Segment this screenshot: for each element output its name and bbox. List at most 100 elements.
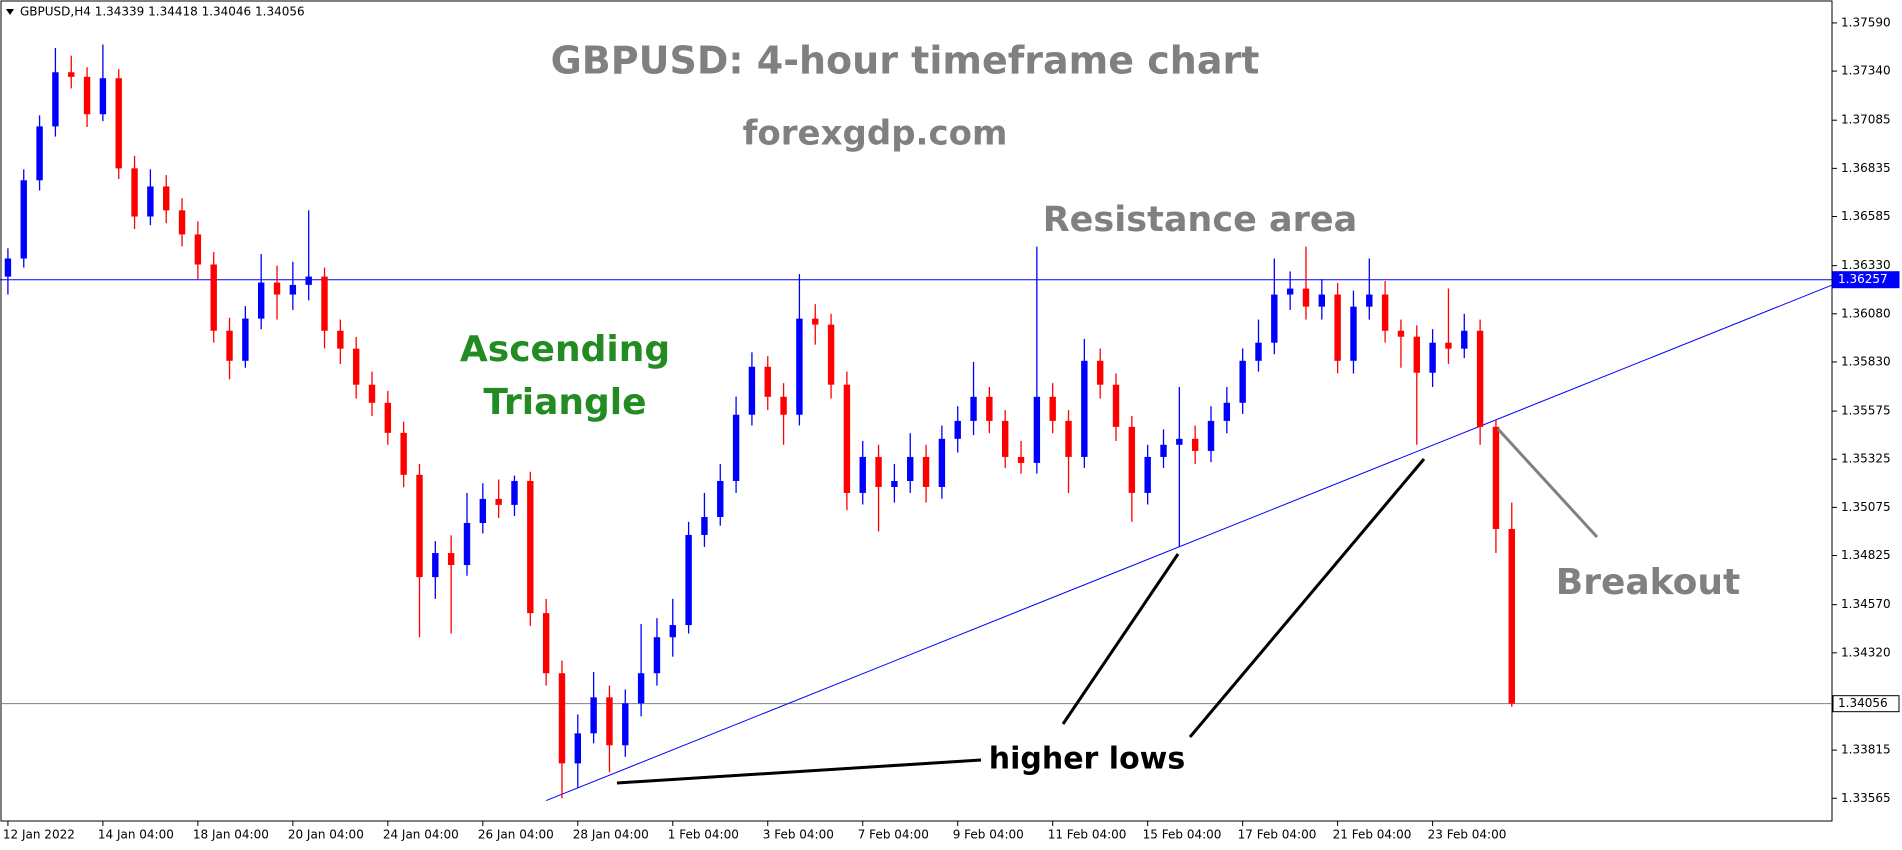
candle-body: [843, 384, 851, 493]
candle-body: [1065, 420, 1072, 457]
candle-body: [1239, 360, 1246, 403]
x-tick-label: 9 Feb 04:00: [953, 828, 1024, 842]
y-tick-label: 1.34825: [1841, 548, 1891, 562]
candle-body: [1492, 426, 1500, 529]
x-tick-label: 3 Feb 04:00: [763, 828, 834, 842]
y-tick-label: 1.36585: [1841, 209, 1891, 223]
candle-body: [1476, 330, 1484, 427]
candle-body: [1033, 396, 1041, 463]
x-tick-label: 21 Feb 04:00: [1333, 828, 1412, 842]
candle-body: [226, 330, 233, 361]
candle-body: [1128, 426, 1136, 493]
y-tick-label: 1.34570: [1841, 597, 1891, 611]
candle-body: [495, 498, 502, 505]
resistance-label: Resistance area: [1043, 200, 1358, 240]
candle-body: [242, 318, 249, 361]
candle-body: [115, 78, 122, 169]
x-tick-label: 1 Feb 04:00: [668, 828, 739, 842]
breakout-label: Breakout: [1556, 562, 1740, 603]
candle-body: [986, 396, 993, 421]
x-tick-label: 24 Jan 04:00: [383, 828, 459, 842]
price-label-box: [1832, 271, 1900, 289]
candle-body: [653, 637, 661, 674]
candle-body: [938, 438, 946, 487]
y-tick-label: 1.35325: [1841, 452, 1891, 466]
plot-layer: [0, 44, 1848, 802]
candle-body: [1445, 342, 1452, 349]
candle-body: [907, 456, 914, 482]
candle-body: [1461, 330, 1468, 349]
candle-body: [1049, 396, 1056, 421]
candle-body: [1286, 288, 1294, 295]
pointer-line: [1188, 458, 1426, 738]
candle-body: [1366, 294, 1373, 307]
candle-body: [1160, 444, 1167, 457]
candle-body: [1112, 384, 1120, 427]
x-tick-label: 28 Jan 04:00: [573, 828, 649, 842]
y-tick-label: 1.36835: [1841, 161, 1891, 175]
candle-body: [1017, 456, 1025, 463]
x-tick-label: 12 Jan 2022: [3, 828, 75, 842]
x-tick-label: 17 Feb 04:00: [1238, 828, 1317, 842]
trendline: [545, 278, 1848, 802]
candle-body: [954, 420, 961, 439]
candle-body: [827, 324, 835, 385]
candle-body: [701, 517, 708, 535]
x-tick-label: 11 Feb 04:00: [1048, 828, 1127, 842]
candle-body: [432, 553, 439, 578]
breakout-arrow: [1496, 427, 1599, 539]
candle-body: [732, 414, 740, 482]
y-tick-label: 1.36330: [1841, 258, 1891, 272]
price-label: 1.34056: [1838, 696, 1888, 710]
y-tick-label: 1.37085: [1841, 113, 1891, 127]
y-tick-label: 1.33815: [1841, 743, 1891, 757]
candle-body: [590, 697, 597, 734]
higher-lows-label: higher lows: [989, 742, 1186, 777]
candle-body: [20, 180, 27, 259]
y-tick-label: 1.33565: [1841, 791, 1891, 805]
candle-body: [558, 673, 566, 764]
chart-subtitle: forexgdp.com: [743, 114, 1008, 154]
symbol-info: GBPUSD,H4 1.34339 1.34418 1.34046 1.3405…: [20, 5, 305, 19]
candle-body: [780, 396, 787, 415]
candle-body: [764, 366, 771, 397]
candle-body: [1271, 294, 1278, 343]
y-tick-label: 1.34320: [1841, 645, 1891, 659]
candle-body: [669, 625, 676, 638]
candle-body: [289, 284, 297, 295]
candle-body: [368, 384, 376, 403]
candle-body: [463, 522, 471, 565]
candle-body: [305, 276, 312, 285]
candle-body: [527, 481, 534, 614]
candle-body: [859, 456, 866, 493]
y-tick-label: 1.35830: [1841, 354, 1891, 368]
y-tick-label: 1.35575: [1841, 404, 1891, 418]
candle-body: [1397, 330, 1405, 337]
candle-body: [622, 703, 629, 746]
candle-body: [717, 481, 724, 518]
candle-body: [163, 186, 170, 211]
candle-body: [1002, 420, 1009, 457]
candle-body: [796, 318, 803, 415]
pointer-line: [1061, 553, 1180, 725]
candle-body: [1223, 402, 1231, 421]
candle-body: [447, 553, 455, 565]
candle-body: [4, 258, 12, 277]
x-tick-label: 26 Jan 04:00: [478, 828, 554, 842]
candle-body: [922, 456, 930, 487]
candle-body: [1334, 294, 1341, 361]
candle-body: [606, 697, 613, 746]
x-tick-label: 14 Jan 04:00: [98, 828, 174, 842]
candle-body: [1350, 306, 1357, 361]
y-tick-label: 1.35075: [1841, 500, 1891, 514]
candle-body: [685, 534, 692, 626]
chart-title: GBPUSD: 4-hour timeframe chart: [551, 39, 1260, 83]
candle-body: [52, 72, 59, 127]
candle-body: [1191, 438, 1199, 451]
candle-body: [352, 348, 360, 385]
candle-body: [99, 78, 107, 115]
candle-body: [83, 76, 91, 115]
candle-body: [1429, 342, 1436, 373]
x-tick-label: 20 Jan 04:00: [288, 828, 364, 842]
